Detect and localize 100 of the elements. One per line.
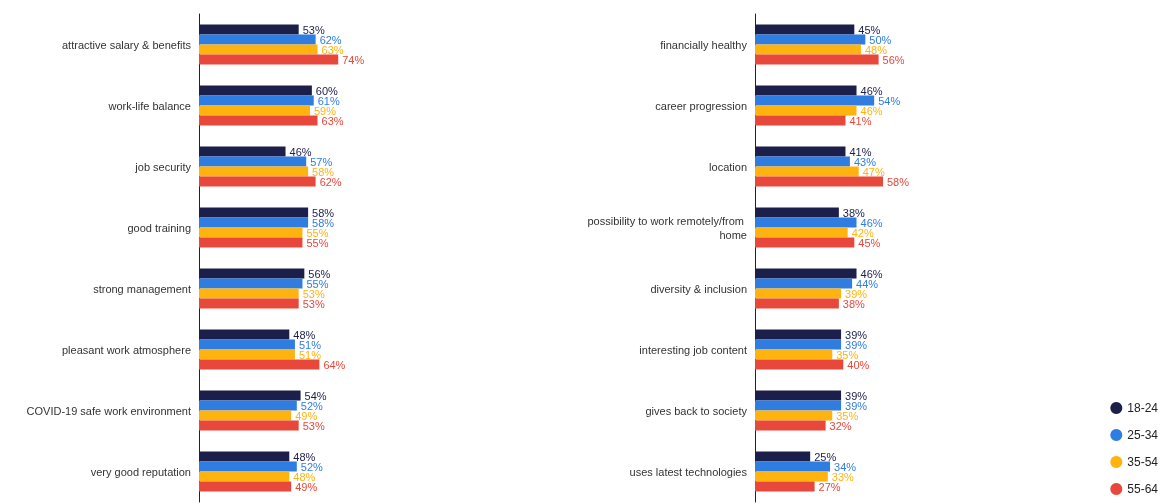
data-label: 45% bbox=[858, 23, 881, 36]
data-label: 58% bbox=[312, 165, 335, 178]
bar bbox=[199, 156, 307, 167]
data-label: 63% bbox=[321, 43, 344, 56]
data-label: 32% bbox=[829, 419, 852, 432]
data-label: 74% bbox=[342, 53, 365, 66]
data-label: 39% bbox=[845, 338, 868, 351]
data-label: 34% bbox=[834, 460, 857, 473]
data-label: 63% bbox=[321, 114, 344, 127]
legend-label: 55-64 bbox=[1127, 482, 1159, 496]
bar bbox=[199, 400, 297, 411]
data-label: 64% bbox=[323, 358, 346, 371]
bar bbox=[755, 227, 848, 238]
bar bbox=[755, 400, 842, 411]
data-label: 56% bbox=[882, 53, 905, 66]
data-label: 53% bbox=[302, 297, 325, 310]
data-label: 48% bbox=[293, 470, 316, 483]
bar bbox=[199, 44, 318, 55]
data-label: 54% bbox=[304, 389, 327, 402]
data-label: 51% bbox=[298, 348, 322, 361]
data-label: 58% bbox=[312, 206, 335, 219]
bar bbox=[199, 461, 297, 472]
data-label: 61% bbox=[317, 94, 340, 107]
y-tick-label: good training bbox=[127, 221, 191, 234]
data-label: 42% bbox=[851, 226, 874, 239]
bar bbox=[199, 410, 292, 421]
data-label: 58% bbox=[312, 216, 335, 229]
data-label: 43% bbox=[853, 155, 877, 168]
y-tick-label: location bbox=[709, 160, 747, 173]
data-label: 49% bbox=[295, 409, 318, 422]
bar bbox=[755, 359, 844, 370]
data-label: 46% bbox=[860, 216, 883, 229]
data-label: 45% bbox=[858, 236, 881, 249]
data-label: 50% bbox=[869, 33, 892, 46]
y-tick-label: career progression bbox=[655, 99, 747, 112]
data-label: 44% bbox=[856, 277, 879, 290]
legend-label: 35-54 bbox=[1127, 455, 1159, 469]
bar bbox=[199, 105, 310, 116]
bar bbox=[199, 278, 303, 289]
bar bbox=[755, 105, 857, 116]
data-label: 27% bbox=[818, 480, 841, 493]
data-label: 48% bbox=[293, 450, 316, 463]
data-label: 53% bbox=[302, 287, 325, 300]
data-label: 49% bbox=[295, 480, 318, 493]
data-label: 38% bbox=[842, 206, 866, 219]
data-label: 46% bbox=[860, 104, 883, 117]
data-label: 46% bbox=[860, 84, 883, 97]
bar bbox=[199, 166, 309, 177]
bar bbox=[199, 359, 320, 370]
y-tick-label: COVID-19 safe work environment bbox=[26, 404, 191, 417]
bar bbox=[199, 95, 314, 106]
y-tick-label: diversity & inclusion bbox=[650, 282, 747, 295]
bar bbox=[755, 156, 850, 167]
data-label: 51% bbox=[298, 338, 322, 351]
data-label: 59% bbox=[313, 104, 337, 117]
bar bbox=[199, 420, 299, 431]
bar bbox=[755, 349, 833, 360]
bar bbox=[199, 481, 292, 492]
data-label: 52% bbox=[300, 460, 324, 473]
bar bbox=[199, 217, 309, 228]
data-label: 54% bbox=[878, 94, 901, 107]
bar bbox=[755, 278, 853, 289]
bar bbox=[755, 44, 861, 55]
bar bbox=[199, 288, 299, 299]
bar bbox=[755, 339, 842, 350]
y-tick-label: possibility to work remotely/from home bbox=[587, 214, 747, 241]
data-label: 48% bbox=[864, 43, 888, 56]
bar bbox=[755, 176, 883, 187]
data-label: 56% bbox=[308, 267, 331, 280]
y-tick-label: uses latest technologies bbox=[629, 465, 748, 478]
data-label: 55% bbox=[306, 236, 329, 249]
data-label: 53% bbox=[302, 23, 325, 36]
data-label: 48% bbox=[293, 328, 316, 341]
data-label: 53% bbox=[302, 419, 325, 432]
data-label: 39% bbox=[845, 399, 868, 412]
data-label: 46% bbox=[860, 267, 883, 280]
y-tick-label: gives back to society bbox=[645, 404, 748, 417]
bar bbox=[755, 481, 815, 492]
data-label: 47% bbox=[862, 165, 885, 178]
data-label: 52% bbox=[300, 399, 324, 412]
data-label: 35% bbox=[836, 409, 859, 422]
data-label: 41% bbox=[849, 145, 872, 158]
bar bbox=[199, 34, 316, 45]
y-tick-label: interesting job content bbox=[639, 343, 747, 356]
y-tick-label: very good reputation bbox=[90, 465, 191, 478]
y-tick-label: job security bbox=[134, 160, 192, 173]
y-tick-label: attractive salary & benefits bbox=[61, 38, 192, 51]
data-label: 62% bbox=[319, 175, 342, 188]
data-label: 62% bbox=[319, 33, 342, 46]
data-label: 25% bbox=[814, 450, 837, 463]
data-label: 41% bbox=[849, 114, 872, 127]
bar bbox=[755, 237, 855, 248]
bar bbox=[755, 54, 879, 65]
data-label: 60% bbox=[315, 84, 339, 97]
data-label: 38% bbox=[842, 297, 866, 310]
data-label: 39% bbox=[845, 328, 868, 341]
bar bbox=[199, 54, 339, 65]
y-tick-label: pleasant work atmosphere bbox=[61, 343, 191, 356]
bar bbox=[199, 176, 316, 187]
bar bbox=[755, 420, 826, 431]
